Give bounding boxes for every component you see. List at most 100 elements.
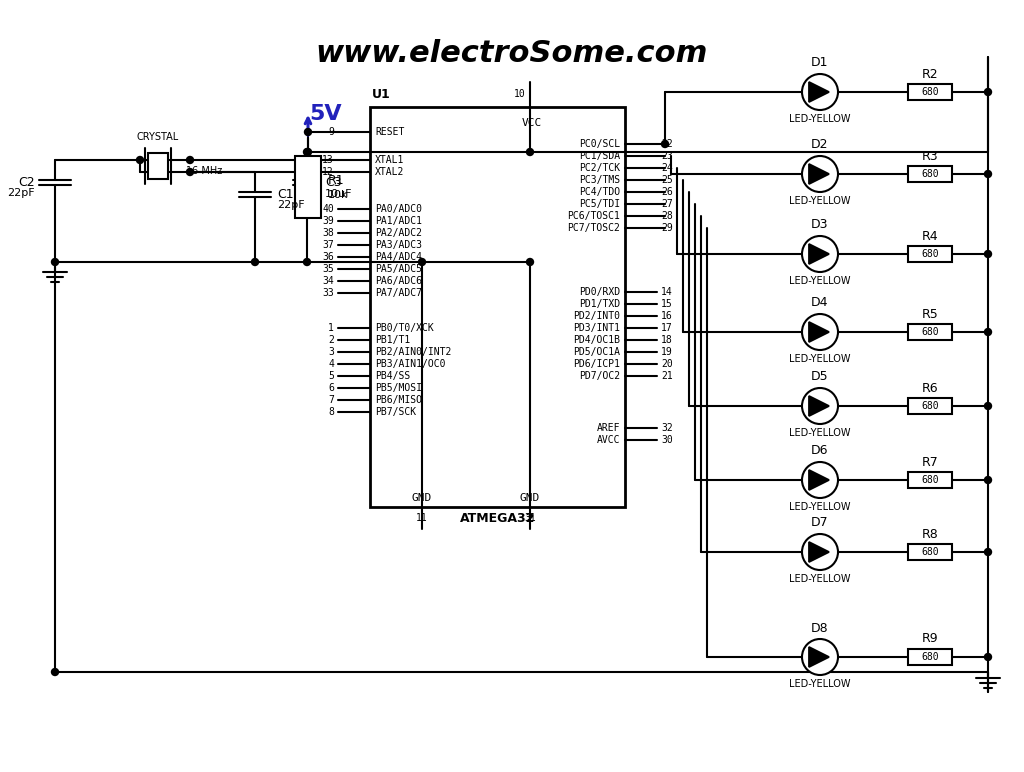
Text: 22: 22 xyxy=(662,139,673,149)
Text: ATMEGA32: ATMEGA32 xyxy=(460,513,536,526)
Polygon shape xyxy=(809,164,829,184)
Circle shape xyxy=(802,388,838,424)
Polygon shape xyxy=(809,647,829,667)
Text: PC0/SCL: PC0/SCL xyxy=(579,139,620,149)
Text: 6: 6 xyxy=(328,383,334,393)
Text: PC7/TOSC2: PC7/TOSC2 xyxy=(567,223,620,233)
Text: 26: 26 xyxy=(662,187,673,197)
Polygon shape xyxy=(809,244,829,264)
Text: GND: GND xyxy=(412,493,432,503)
Circle shape xyxy=(526,148,534,155)
Text: D4: D4 xyxy=(811,296,828,310)
Text: 40: 40 xyxy=(323,204,334,214)
Text: LED-YELLOW: LED-YELLOW xyxy=(790,354,851,364)
Text: XTAL1: XTAL1 xyxy=(375,155,404,165)
Circle shape xyxy=(984,250,991,258)
Text: PA4/ADC4: PA4/ADC4 xyxy=(375,252,422,262)
Text: R3: R3 xyxy=(922,150,938,162)
Text: D1: D1 xyxy=(811,56,828,69)
Circle shape xyxy=(186,157,194,164)
Text: 14: 14 xyxy=(662,287,673,297)
Text: PB7/SCK: PB7/SCK xyxy=(375,407,416,417)
Bar xyxy=(908,398,952,414)
Text: 15: 15 xyxy=(662,299,673,309)
Polygon shape xyxy=(809,470,829,490)
Circle shape xyxy=(802,236,838,272)
Bar xyxy=(908,324,952,340)
Text: 7: 7 xyxy=(328,395,334,405)
Text: C3: C3 xyxy=(325,175,342,188)
Text: R1: R1 xyxy=(328,174,345,187)
Circle shape xyxy=(984,654,991,661)
Text: D7: D7 xyxy=(811,516,828,530)
Text: PB1/T1: PB1/T1 xyxy=(375,335,411,345)
Text: 38: 38 xyxy=(323,228,334,238)
Circle shape xyxy=(802,639,838,675)
Text: PC4/TDO: PC4/TDO xyxy=(579,187,620,197)
Circle shape xyxy=(252,259,258,266)
Circle shape xyxy=(802,534,838,570)
Circle shape xyxy=(51,669,58,676)
Text: 29: 29 xyxy=(662,223,673,233)
Text: C2: C2 xyxy=(18,177,35,189)
Text: PA5/ADC5: PA5/ADC5 xyxy=(375,264,422,274)
Bar xyxy=(295,156,321,218)
Text: LED-YELLOW: LED-YELLOW xyxy=(790,114,851,124)
Text: R9: R9 xyxy=(922,632,938,645)
Circle shape xyxy=(303,259,310,266)
Circle shape xyxy=(802,156,838,192)
Text: 680: 680 xyxy=(922,401,939,411)
Circle shape xyxy=(802,462,838,498)
Text: C1: C1 xyxy=(278,188,294,201)
Text: 21: 21 xyxy=(662,371,673,381)
Text: PA7/ADC7: PA7/ADC7 xyxy=(375,288,422,298)
Text: 22pF: 22pF xyxy=(7,188,35,198)
Bar xyxy=(908,649,952,665)
Text: PA6/ADC6: PA6/ADC6 xyxy=(375,276,422,286)
Text: LED-YELLOW: LED-YELLOW xyxy=(790,679,851,689)
Text: U1: U1 xyxy=(372,89,391,101)
Text: R7: R7 xyxy=(922,455,938,469)
Bar xyxy=(908,544,952,560)
Polygon shape xyxy=(809,396,829,416)
Text: 10k: 10k xyxy=(328,190,348,200)
Circle shape xyxy=(526,259,534,266)
Text: 680: 680 xyxy=(922,475,939,485)
Text: PD2/INT0: PD2/INT0 xyxy=(573,311,620,321)
Text: PB5/MOSI: PB5/MOSI xyxy=(375,383,422,393)
Text: 680: 680 xyxy=(922,327,939,337)
Text: 20: 20 xyxy=(662,359,673,369)
Text: 13: 13 xyxy=(323,155,334,165)
Circle shape xyxy=(303,148,310,155)
Text: 31: 31 xyxy=(524,513,536,523)
Text: PD3/INT1: PD3/INT1 xyxy=(573,323,620,333)
Text: www.electroSome.com: www.electroSome.com xyxy=(315,39,709,69)
Text: 19: 19 xyxy=(662,347,673,357)
Text: PB6/MISO: PB6/MISO xyxy=(375,395,422,405)
Text: AREF: AREF xyxy=(597,423,620,433)
Text: 34: 34 xyxy=(323,276,334,286)
Text: LED-YELLOW: LED-YELLOW xyxy=(790,574,851,584)
Text: GND: GND xyxy=(520,493,540,503)
Text: LED-YELLOW: LED-YELLOW xyxy=(790,502,851,512)
Circle shape xyxy=(51,259,58,266)
Text: 37: 37 xyxy=(323,240,334,250)
Text: PA2/ADC2: PA2/ADC2 xyxy=(375,228,422,238)
Text: 10: 10 xyxy=(514,89,526,99)
Bar xyxy=(908,84,952,100)
Text: 35: 35 xyxy=(323,264,334,274)
Text: D8: D8 xyxy=(811,621,828,635)
Bar xyxy=(370,107,625,507)
Text: 2: 2 xyxy=(328,335,334,345)
Text: 33: 33 xyxy=(323,288,334,298)
Bar xyxy=(908,472,952,488)
Polygon shape xyxy=(809,82,829,102)
Text: LED-YELLOW: LED-YELLOW xyxy=(790,276,851,286)
Text: 12: 12 xyxy=(323,167,334,177)
Text: 5: 5 xyxy=(328,371,334,381)
Text: PB4/SS: PB4/SS xyxy=(375,371,411,381)
Text: R8: R8 xyxy=(922,527,938,540)
Text: 8: 8 xyxy=(328,407,334,417)
Text: PD6/ICP1: PD6/ICP1 xyxy=(573,359,620,369)
Text: PD0/RXD: PD0/RXD xyxy=(579,287,620,297)
